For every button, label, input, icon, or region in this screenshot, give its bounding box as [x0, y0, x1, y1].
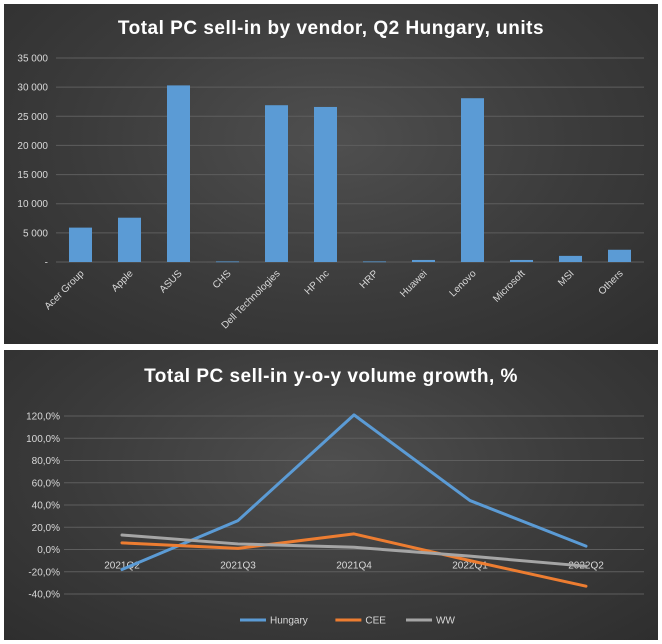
- bar-others: [608, 249, 631, 262]
- series-line-ww: [120, 533, 588, 568]
- series-line-hungary: [120, 413, 588, 572]
- line-x-tick-label: 2021Q4: [336, 561, 372, 572]
- line-x-tick-label: 2022Q1: [452, 561, 488, 572]
- bar-x-tick-label: ASUS: [158, 268, 185, 295]
- bar-microsoft: [510, 259, 533, 262]
- bar-x-tick-label: Microsoft: [491, 268, 528, 305]
- bar-dell-technologies: [265, 105, 288, 262]
- line-y-tick-label: 100,0%: [26, 434, 60, 445]
- bar-y-tick-label: 25 000: [17, 112, 48, 123]
- legend-label-hungary: Hungary: [270, 616, 308, 627]
- bar-chart-title: Total PC sell-in by vendor, Q2 Hungary, …: [117, 18, 545, 39]
- line-y-tick-label: 20,0%: [32, 523, 60, 534]
- line-y-tick-label: 60,0%: [32, 478, 60, 489]
- bar-chs: [216, 261, 239, 263]
- bar-y-tick-label: 5 000: [23, 228, 48, 239]
- bar-x-tick-label: Huawei: [398, 268, 429, 299]
- bar-apple: [118, 217, 141, 262]
- bar-y-tick-label: 10 000: [17, 199, 48, 210]
- line-chart-plot: -40,0% -20,0% 0,0% 20,0% 40,0% 60,0% 80,0% 100,…: [26, 412, 644, 627]
- bar-y-tick-label: 15 000: [17, 170, 48, 181]
- line-y-tick-label: 80,0%: [32, 456, 60, 467]
- bar-x-tick-label: HP Inc: [303, 268, 332, 297]
- line-y-tick-label: -40,0%: [28, 590, 60, 601]
- bar-x-tick-label: Lenovo: [448, 268, 479, 299]
- legend-label-ww: WW: [436, 616, 455, 627]
- bar-msi: [559, 255, 582, 262]
- bar-x-tick-label: HRP: [358, 268, 381, 291]
- bar-x-tick-label: CHS: [211, 268, 234, 291]
- bar-x-tick-label: Apple: [110, 268, 136, 294]
- line-y-tick-label: 40,0%: [32, 501, 60, 512]
- bar-y-tick-label: 30 000: [17, 83, 48, 94]
- series-line-cee: [120, 532, 588, 588]
- bar-y-tick-label: -: [45, 258, 48, 269]
- legend-label-cee: CEE: [365, 616, 386, 627]
- bar-lenovo: [461, 98, 484, 263]
- bar-x-tick-label: MSI: [556, 268, 576, 288]
- vendor-bar-chart: Total PC sell-in by vendor, Q2 Hungary, …: [4, 4, 658, 344]
- bar-x-tick-label: Acer Group: [43, 268, 87, 312]
- bar-hrp: [363, 261, 386, 263]
- bar-x-tick-label: Others: [597, 268, 626, 297]
- bar-hp-inc: [314, 106, 337, 263]
- bar-acer-group: [69, 227, 92, 262]
- line-y-tick-label: 120,0%: [26, 412, 60, 423]
- line-y-tick-label: -20,0%: [28, 567, 60, 578]
- line-y-tick-label: 0,0%: [37, 545, 60, 556]
- bar-huawei: [412, 259, 435, 262]
- growth-line-chart: Total PC sell-in y-o-y volume growth, % …: [4, 350, 658, 640]
- line-chart-title: Total PC sell-in y-o-y volume growth, %: [144, 366, 518, 387]
- bar-y-tick-label: 35 000: [17, 54, 48, 65]
- line-x-tick-label: 2021Q2: [104, 561, 140, 572]
- line-x-tick-label: 2021Q3: [220, 561, 256, 572]
- bar-y-tick-label: 20 000: [17, 141, 48, 152]
- bar-asus: [167, 85, 190, 262]
- bar-chart-plot: - 5 000 10 000 15 000 20 000 25 000 30 000 35 0…: [17, 54, 644, 331]
